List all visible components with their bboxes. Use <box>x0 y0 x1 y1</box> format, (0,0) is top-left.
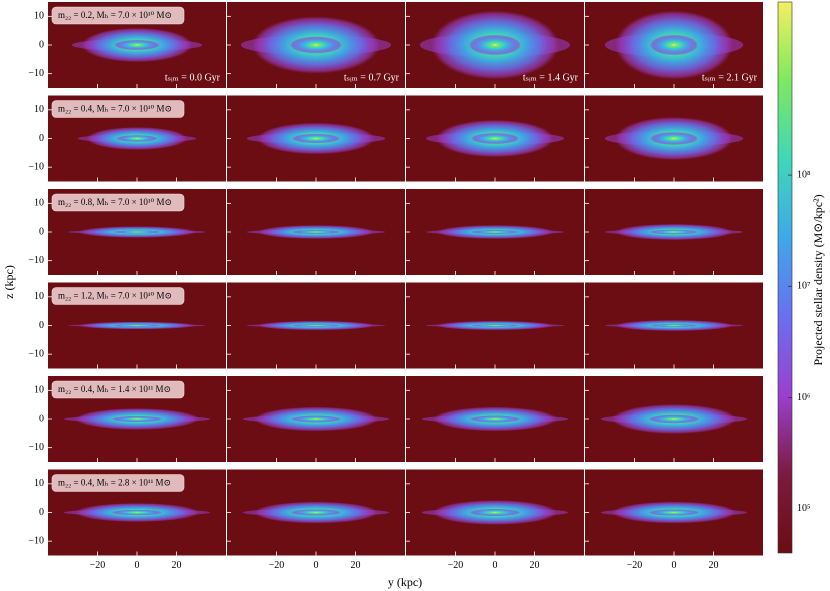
row-label: m₂₂ = 0.4, Mₕ = 1.4 × 10¹¹ M⊙ <box>58 384 171 394</box>
panel <box>227 2 405 88</box>
stellar-core <box>111 415 163 423</box>
label-box <box>51 6 185 25</box>
stellar-core <box>468 34 522 56</box>
time-label: tₛᵢₘ = 1.4 Gyr <box>523 72 579 83</box>
stellar-core <box>470 132 520 145</box>
stellar-core <box>116 135 158 142</box>
colorbar-label: Projected stellar density (M⊙/kpc²) <box>811 194 825 365</box>
y-tick-label: 10 <box>34 291 44 302</box>
colorbar-tick-label: 10⁵ <box>797 503 811 514</box>
panel <box>406 189 584 275</box>
panel <box>406 376 584 462</box>
colorbar-tick-label: 10⁷ <box>797 281 811 292</box>
stellar-core <box>290 415 342 423</box>
stellar-core <box>649 323 699 328</box>
stellar-core <box>114 39 160 51</box>
stellar-core <box>112 324 162 327</box>
row-label: m₂₂ = 1.2, Mₕ = 7.0 × 10¹⁰ M⊙ <box>58 291 172 301</box>
stellar-core <box>111 509 163 516</box>
panel <box>406 95 584 182</box>
label-box <box>51 193 185 212</box>
time-label: tₛᵢₘ = 0.0 Gyr <box>165 72 221 83</box>
stellar-core <box>289 36 343 54</box>
panel <box>585 282 763 369</box>
row-label: m₂₂ = 0.8, Mₕ = 7.0 × 10¹⁰ M⊙ <box>58 197 172 207</box>
x-tick-label: 20 <box>351 560 361 571</box>
y-tick-label: 10 <box>34 478 44 489</box>
y-tick-label: 10 <box>34 104 44 115</box>
y-tick-label: −10 <box>28 535 44 546</box>
y-tick-label: −10 <box>28 348 44 359</box>
colorbar-tick-label: 10⁸ <box>797 169 811 180</box>
y-tick-label: −10 <box>28 442 44 453</box>
stellar-core <box>470 229 520 235</box>
x-tick-label: 20 <box>709 560 719 571</box>
stellar-core <box>648 414 700 424</box>
y-tick-label: 10 <box>34 385 44 396</box>
stellar-core <box>112 230 162 234</box>
panel <box>585 189 763 275</box>
y-tick-label: 0 <box>39 507 44 518</box>
stellar-core <box>649 132 699 145</box>
stellar-core <box>648 509 700 516</box>
label-box <box>51 380 185 399</box>
time-label: tₛᵢₘ = 2.1 Gyr <box>702 72 758 83</box>
panel <box>227 282 405 369</box>
stellar-core <box>290 509 342 516</box>
colorbar <box>777 1 793 554</box>
x-tick-label: −20 <box>627 560 643 571</box>
row-label: m₂₂ = 0.4, Mₕ = 2.8 × 10¹¹ M⊙ <box>58 478 171 488</box>
y-tick-label: 0 <box>39 413 44 424</box>
stellar-core <box>649 34 699 56</box>
x-axis-label: y (kpc) <box>388 575 422 589</box>
panel <box>227 189 405 275</box>
stellar-core <box>469 508 521 517</box>
y-tick-label: −10 <box>28 68 44 79</box>
panel <box>406 2 584 88</box>
panel <box>585 469 763 556</box>
panel <box>227 376 405 462</box>
panel <box>585 95 763 182</box>
label-box <box>51 287 185 305</box>
y-tick-label: 10 <box>34 11 44 22</box>
stellar-core <box>649 229 699 235</box>
stellar-core <box>469 415 521 423</box>
y-tick-label: −10 <box>28 255 44 266</box>
y-tick-label: 0 <box>39 39 44 50</box>
stellar-core <box>291 133 341 144</box>
time-label: tₛᵢₘ = 0.7 Gyr <box>344 72 400 83</box>
stellar-core <box>291 229 341 235</box>
x-tick-label: −20 <box>90 560 106 571</box>
x-tick-label: −20 <box>448 560 464 571</box>
y-tick-label: −10 <box>28 161 44 172</box>
y-tick-label: 0 <box>39 320 44 331</box>
panel <box>585 376 763 462</box>
y-tick-label: 0 <box>39 226 44 237</box>
panel <box>227 469 405 556</box>
x-tick-label: 0 <box>135 560 140 571</box>
panel <box>406 282 584 369</box>
panel <box>48 469 226 556</box>
row-label: m₂₂ = 0.4, Mₕ = 7.0 × 10¹⁰ M⊙ <box>58 104 172 114</box>
y-tick-label: 10 <box>34 198 44 209</box>
label-box <box>51 100 185 118</box>
colorbar-tick-label: 10⁶ <box>797 392 811 403</box>
x-tick-label: 0 <box>314 560 319 571</box>
panel <box>585 2 763 88</box>
stellar-core <box>291 324 341 327</box>
stellar-core <box>470 324 520 327</box>
label-box <box>51 474 185 492</box>
x-tick-label: 0 <box>672 560 677 571</box>
x-tick-label: 20 <box>172 560 182 571</box>
x-tick-label: 0 <box>493 560 498 571</box>
y-axis-label: z (kpc) <box>2 265 16 299</box>
row-label: m₂₂ = 0.2, Mₕ = 7.0 × 10¹⁰ M⊙ <box>58 10 172 20</box>
panel <box>227 95 405 182</box>
x-tick-label: 20 <box>530 560 540 571</box>
x-tick-label: −20 <box>269 560 285 571</box>
panel <box>406 469 584 556</box>
y-tick-label: 0 <box>39 133 44 144</box>
